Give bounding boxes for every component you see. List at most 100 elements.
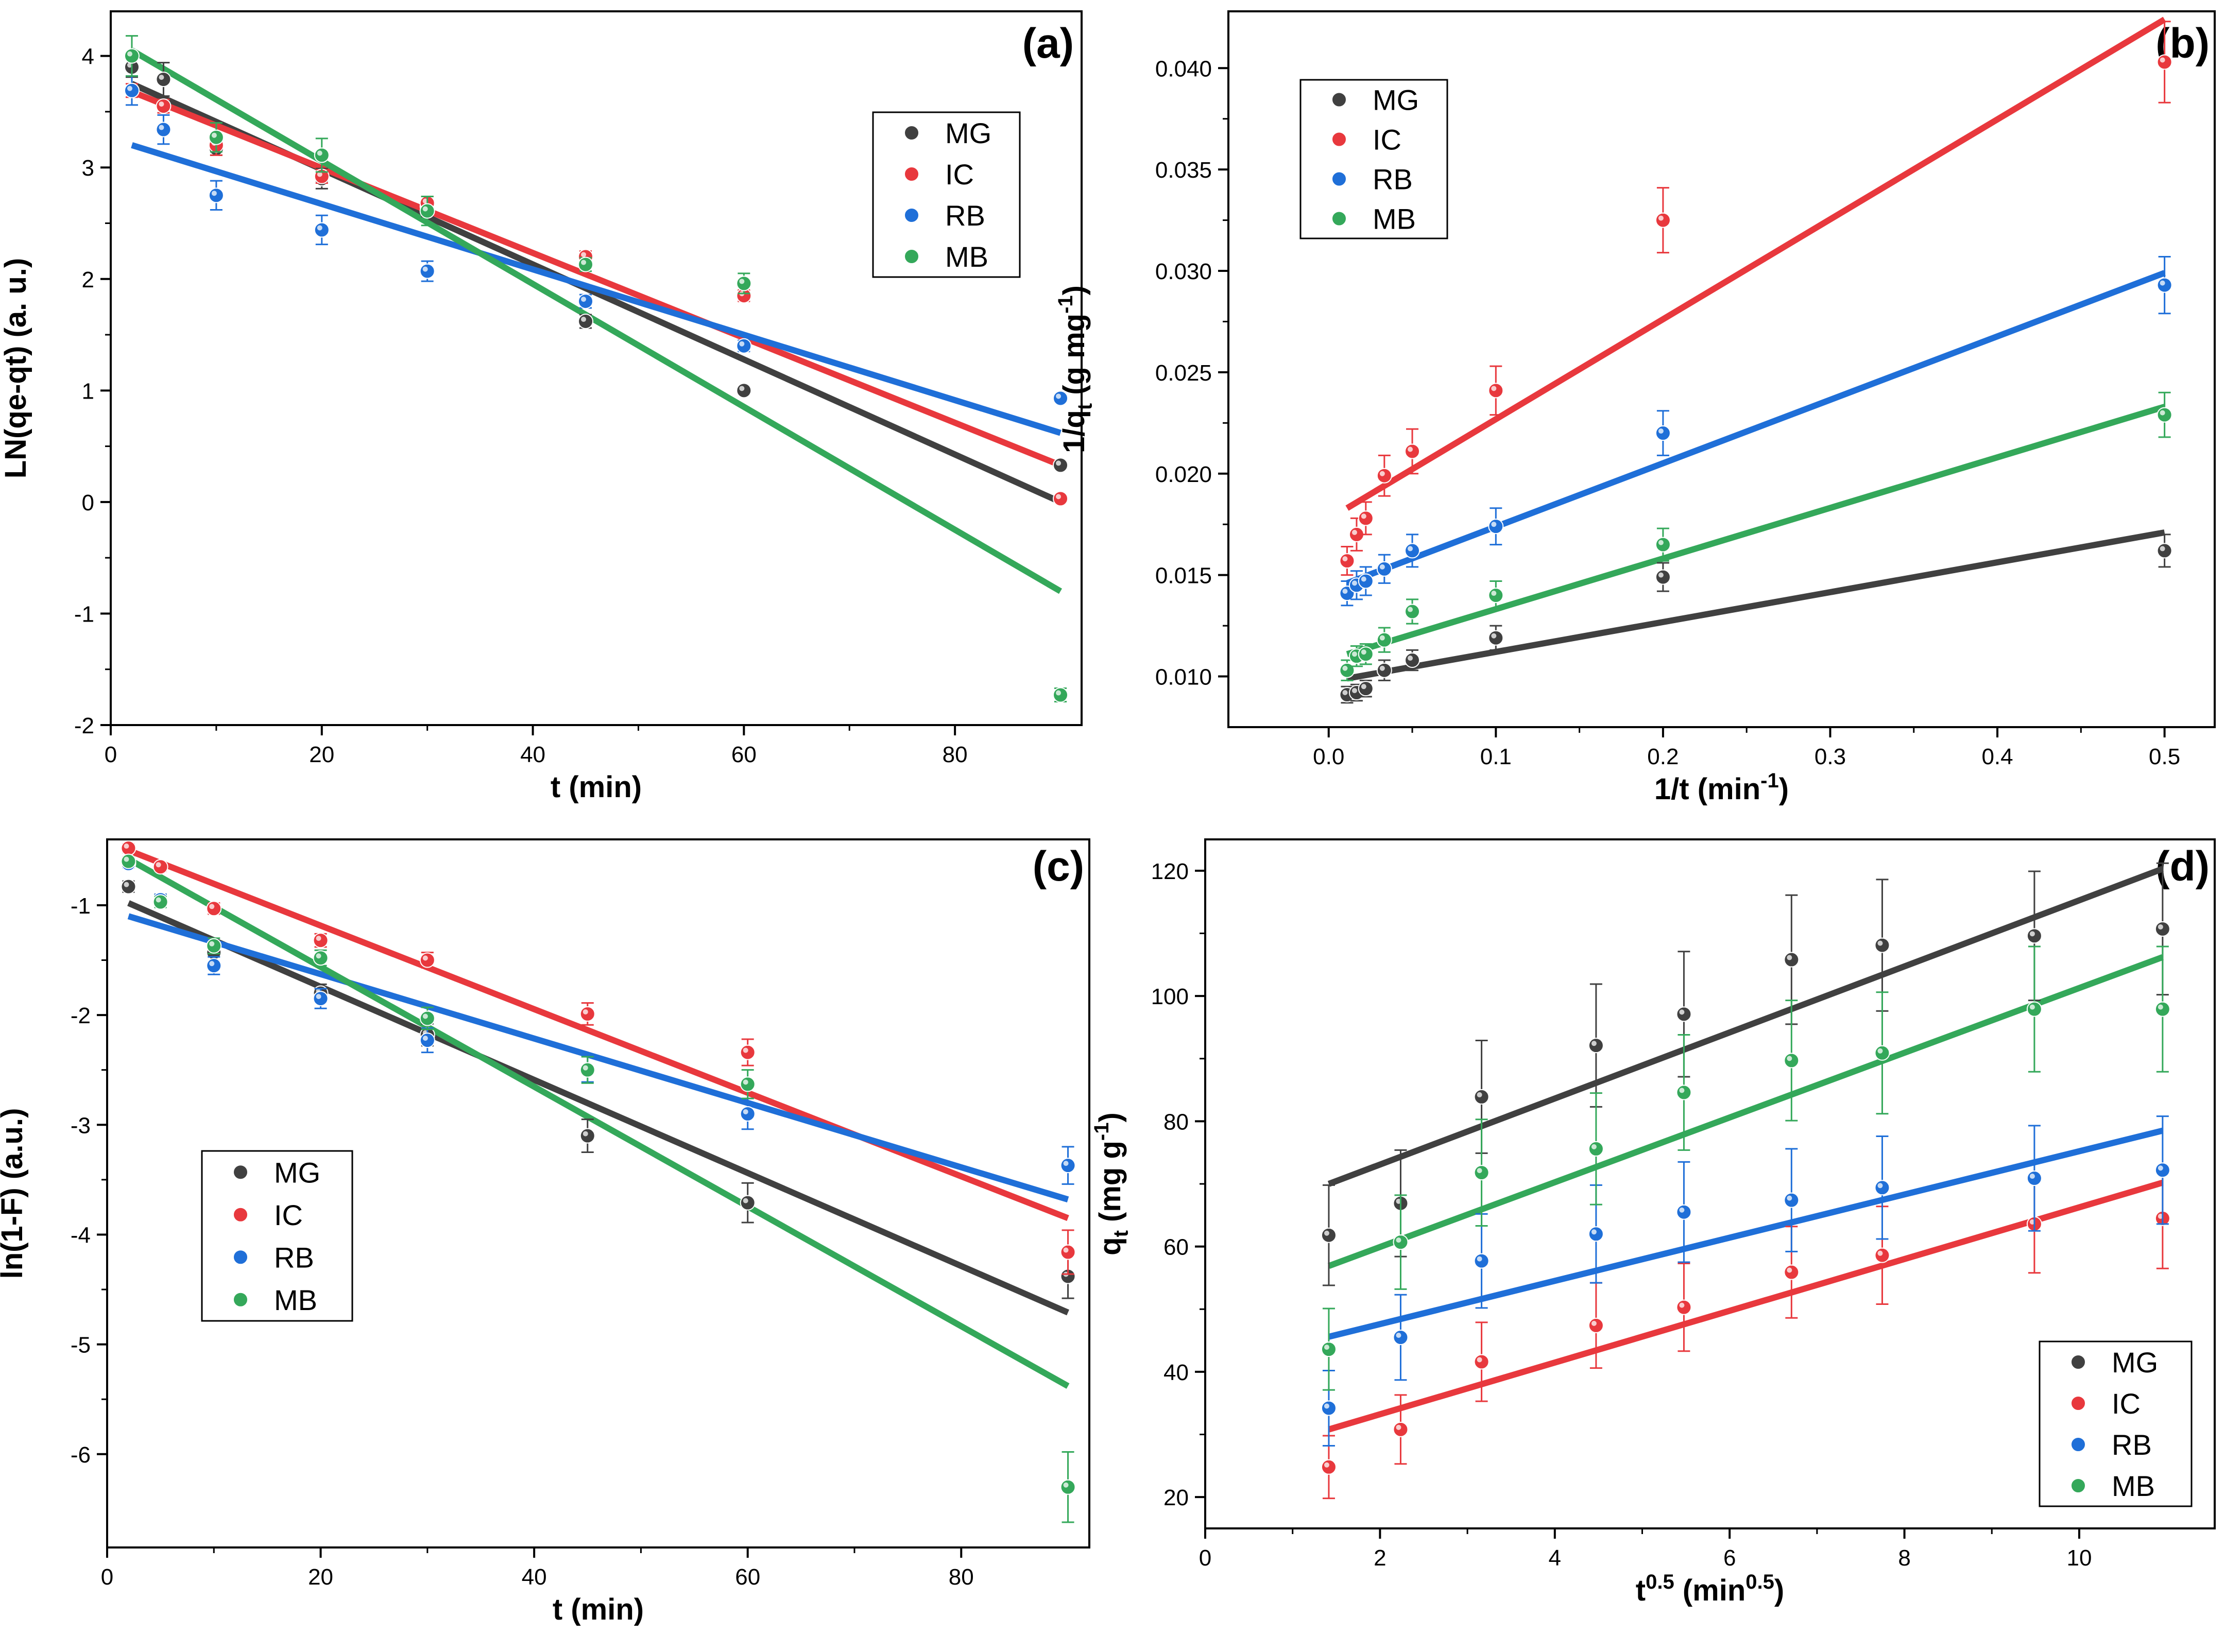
data-point-ic [1588,1317,1604,1333]
legend-label-ic: IC [2112,1387,2141,1420]
data-point-highlight [1877,1048,1883,1054]
data-point-highlight [422,206,428,212]
y-tick-label: 40 [1163,1360,1189,1385]
data-point-mb [579,1062,595,1078]
data-point-rb [314,222,330,238]
data-point-highlight [1408,546,1413,552]
x-tick-label: 20 [309,742,334,767]
data-point-rb [2154,1162,2170,1178]
data-point-ic [1655,212,1671,228]
data-point-highlight [1351,580,1357,586]
data-point-highlight [2160,280,2165,286]
data-point-highlight [1591,1144,1597,1149]
legend-box [2039,1340,2193,1507]
data-point-ic [1874,1247,1890,1263]
panel-letter: (a) [1022,20,1074,67]
data-point-highlight [1361,576,1366,582]
data-point-highlight [739,341,745,347]
data-point-mb [1784,1053,1800,1069]
data-point-highlight [209,941,215,947]
data-point-highlight [739,386,745,391]
data-point-mb [1874,1045,1890,1061]
y-tick-label: 0.010 [1155,665,1212,690]
legend-marker-ic [2070,1396,2086,1411]
data-point-mg [1488,630,1504,646]
data-point-mb [1060,1479,1076,1495]
legend-marker-ic [233,1207,248,1223]
data-point-highlight [1679,1088,1685,1093]
legend-label-mb: MB [945,240,988,273]
data-point-rb [736,338,752,354]
data-point-highlight [583,1065,588,1071]
data-point-mg [579,1128,595,1144]
y-tick-label: 80 [1163,1109,1189,1134]
data-point-mg [2154,921,2170,937]
data-point-mb [740,1076,756,1092]
data-point-mb [313,950,329,966]
x-tick-label: 0.0 [1313,744,1344,769]
data-point-ic [1358,510,1374,526]
y-tick-label: -3 [71,1113,91,1138]
data-point-mg [1588,1038,1604,1054]
legend-marker-mb [904,249,919,264]
x-tick-label: 6 [1723,1545,1736,1571]
data-point-highlight [1056,393,1062,399]
data-point-highlight [1877,1183,1883,1189]
data-point-highlight [317,150,322,156]
data-point-highlight [1491,522,1497,527]
y-tick-label: -1 [71,893,91,919]
data-point-highlight [2029,1004,2035,1010]
data-point-mb [1053,687,1069,703]
x-tick-label: 40 [520,742,545,767]
data-point-ic [1488,383,1504,399]
legend-marker-mg [904,125,919,141]
y-tick-label: 20 [1163,1485,1189,1510]
data-point-highlight [1324,1345,1329,1350]
data-point-highlight [1351,651,1357,657]
data-point-highlight [1056,690,1062,696]
fit-line-mg [127,900,1069,1316]
y-axis-title: qt​ (mg g-1​) [1090,1112,1133,1255]
data-point-highlight [317,225,322,231]
data-point-highlight [583,1009,588,1014]
data-point-highlight [2029,1174,2035,1179]
y-tick-label: 0.040 [1155,56,1212,81]
x-tick-label: 2 [1374,1545,1386,1571]
data-point-rb [1405,543,1420,559]
y-tick-label: 3 [82,156,94,181]
data-point-rb [156,122,172,137]
legend-marker-ic [904,166,919,182]
legend-label-ic: IC [945,158,974,191]
legend-label-mb: MB [2112,1470,2155,1502]
plot-frame [106,838,1090,1548]
data-point-highlight [1379,635,1385,641]
data-point-highlight [1591,1320,1597,1326]
data-point-mb [1488,588,1504,604]
data-point-highlight [1787,1267,1792,1273]
data-point-highlight [1591,1041,1597,1046]
data-point-rb [208,187,224,203]
data-point-highlight [156,897,161,903]
data-point-mb [1474,1165,1490,1181]
data-point-rb [740,1106,756,1122]
fit-line-mb [130,47,1063,594]
panel-a: 0 20 40 60 80 -2 -1 0 1 2 3 4 t (min) LN(qe-qt) (a. u… [0,10,1083,804]
data-point-highlight [1491,591,1497,596]
legend-box [1299,79,1448,239]
data-point-highlight [1658,540,1664,545]
data-point-highlight [739,279,745,284]
data-point-highlight [1787,1195,1792,1201]
data-point-mb [1405,604,1420,620]
data-point-mb [2026,1001,2042,1017]
legend-marker-mb [233,1292,248,1307]
data-point-highlight [1342,690,1348,695]
data-point-highlight [124,856,129,862]
x-tick-label: 0 [101,1564,113,1590]
y-tick-label: -6 [71,1442,91,1468]
data-point-highlight [1324,1230,1329,1236]
data-point-ic [1376,468,1392,484]
y-tick-label: 4 [82,44,94,70]
data-point-ic [1784,1264,1800,1280]
data-point-highlight [159,101,164,107]
